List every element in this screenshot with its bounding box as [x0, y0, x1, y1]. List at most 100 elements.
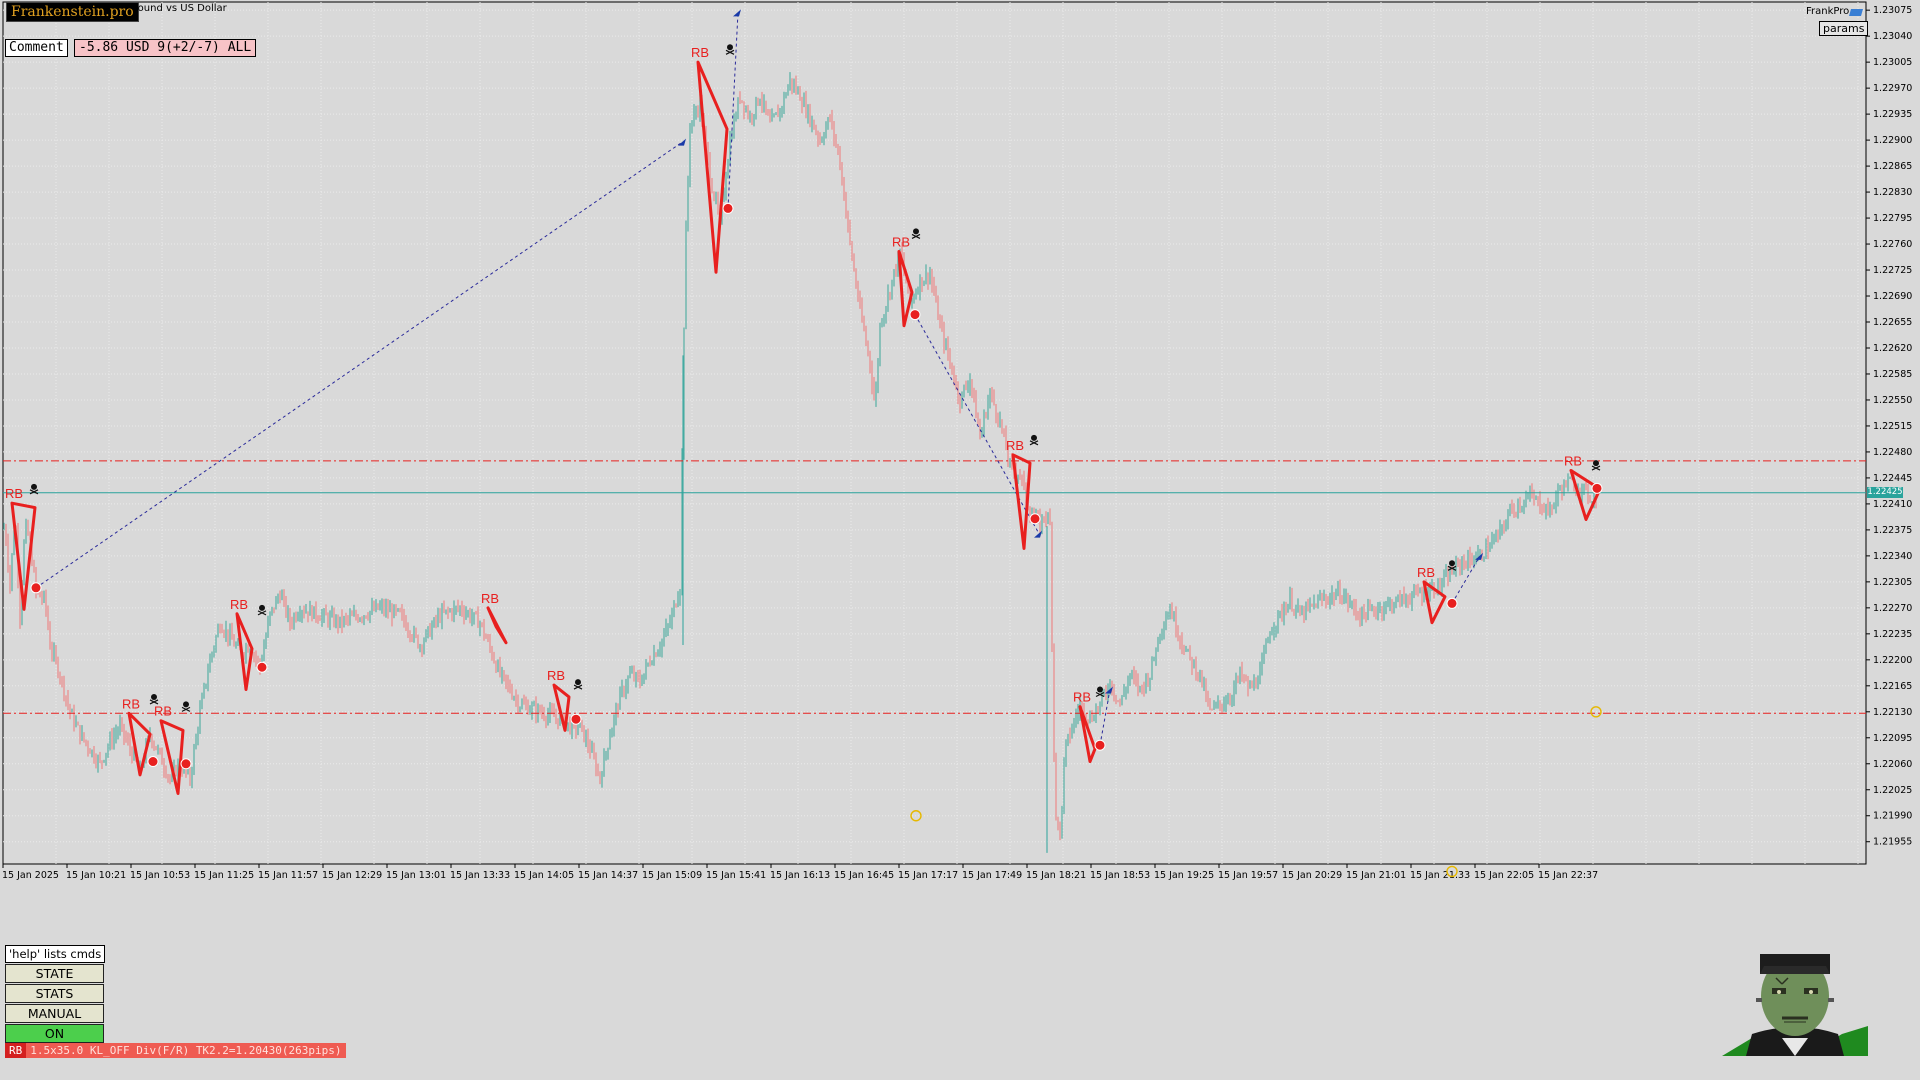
stats-button[interactable]: STATS: [5, 984, 104, 1003]
crossbones-icon: [1447, 565, 1457, 571]
x-tick-label: 15 Jan 2025: [2, 870, 59, 881]
rb-signal-label: RB: [230, 597, 248, 612]
entry-arrow-icon: [1034, 530, 1042, 538]
rb-signal-shape: [10, 501, 37, 611]
y-tick-label: 1.22970: [1873, 83, 1912, 94]
rb-signal-shape: [1011, 453, 1032, 550]
rb-signal-shape: [159, 719, 185, 795]
y-tick-label: 1.23075: [1873, 5, 1912, 16]
exit-marker-icon: [909, 309, 921, 321]
x-tick-label: 15 Jan 21:33: [1410, 870, 1470, 881]
help-hint: 'help' lists cmds: [5, 945, 106, 963]
y-tick-label: 1.22760: [1873, 239, 1912, 250]
y-tick-label: 1.22690: [1873, 291, 1912, 302]
exit-marker-icon: [180, 758, 192, 770]
skull-icon: [31, 483, 37, 490]
x-tick-label: 15 Jan 13:33: [450, 870, 510, 881]
rb-signal-shape: [1078, 705, 1097, 764]
params-button[interactable]: params: [1819, 21, 1869, 36]
y-tick-label: 1.22620: [1873, 343, 1912, 354]
skull-icon: [913, 228, 919, 235]
x-tick-label: 15 Jan 21:01: [1346, 870, 1406, 881]
rb-signal-label: RB: [1006, 438, 1024, 453]
x-tick-label: 15 Jan 16:45: [834, 870, 894, 881]
state-button[interactable]: STATE: [5, 964, 104, 983]
rb-signal-label: RB: [1417, 565, 1435, 580]
manual-button[interactable]: MANUAL: [5, 1004, 104, 1023]
x-tick-label: 15 Jan 17:17: [898, 870, 958, 881]
x-tick-label: 15 Jan 18:53: [1090, 870, 1150, 881]
crossbones-icon: [911, 233, 921, 239]
strategy-status-bar: RB 1.5x35.0 KL_OFF Div(F/R) TK2.2=1.2043…: [5, 1043, 346, 1058]
rb-signal-shape: [552, 683, 571, 732]
x-tick-label: 15 Jan 11:57: [258, 870, 318, 881]
exit-marker-icon: [570, 713, 582, 725]
crossbones-icon: [1591, 465, 1601, 471]
y-tick-label: 1.22270: [1873, 603, 1912, 614]
x-tick-label: 15 Jan 15:41: [706, 870, 766, 881]
x-tick-label: 15 Jan 13:01: [386, 870, 446, 881]
y-tick-label: 1.22830: [1873, 187, 1912, 198]
y-tick-label: 1.22165: [1873, 681, 1912, 692]
rb-signal-label: RB: [5, 486, 23, 501]
skull-icon: [151, 693, 157, 700]
x-tick-label: 15 Jan 16:13: [770, 870, 830, 881]
x-tick-label: 15 Jan 15:09: [642, 870, 702, 881]
exit-marker-icon: [256, 661, 268, 673]
y-tick-label: 1.22025: [1873, 785, 1912, 796]
y-tick-label: 1.22480: [1873, 447, 1912, 458]
trade-line: [727, 12, 739, 209]
y-tick-label: 1.22060: [1873, 759, 1912, 770]
skull-icon: [575, 679, 581, 686]
exit-marker-icon: [1591, 482, 1603, 494]
rb-signal-label: RB: [1073, 690, 1091, 705]
y-tick-label: 1.22585: [1873, 369, 1912, 380]
target-marker-icon: [1446, 865, 1458, 878]
rb-signal-shape: [1569, 468, 1602, 521]
y-tick-label: 1.22095: [1873, 733, 1912, 744]
x-tick-label: 15 Jan 17:49: [962, 870, 1022, 881]
rb-signal-shape: [696, 60, 729, 274]
x-tick-label: 15 Jan 20:29: [1282, 870, 1342, 881]
exit-marker-icon: [1094, 739, 1106, 751]
y-tick-label: 1.22375: [1873, 525, 1912, 536]
crossbones-icon: [725, 49, 735, 55]
crossbones-icon: [1029, 440, 1039, 446]
y-tick-label: 1.22725: [1873, 265, 1912, 276]
crossbones-icon: [257, 610, 267, 616]
brand-logo: Frankenstein.pro: [6, 2, 139, 22]
crossbones-icon: [573, 684, 583, 690]
plot-area: [2, 1, 1867, 865]
x-tick-label: 15 Jan 12:29: [322, 870, 382, 881]
exit-marker-icon: [147, 756, 159, 768]
target-marker-icon: [1590, 706, 1602, 718]
frankenstein-avatar-icon: [1722, 954, 1868, 1056]
y-tick-label: 1.22795: [1873, 213, 1912, 224]
crossbones-icon: [149, 699, 159, 705]
x-tick-label: 15 Jan 11:25: [194, 870, 254, 881]
exit-marker-icon: [1446, 597, 1458, 609]
rb-signal-shape: [235, 612, 254, 692]
y-tick-label: 1.22655: [1873, 317, 1912, 328]
y-tick-label: 1.22550: [1873, 395, 1912, 406]
entry-arrow-icon: [678, 138, 686, 146]
on-toggle-button[interactable]: ON: [5, 1024, 104, 1043]
y-tick-label: 1.22200: [1873, 655, 1912, 666]
y-tick-label: 1.22865: [1873, 161, 1912, 172]
crossbones-icon: [29, 489, 39, 495]
rb-signal-label: RB: [154, 704, 172, 719]
entry-arrow-icon: [1475, 552, 1483, 560]
status-tag: RB: [5, 1043, 27, 1058]
trade-line: [35, 141, 684, 589]
x-tick-label: 15 Jan 19:25: [1154, 870, 1214, 881]
y-tick-label: 1.22515: [1873, 421, 1912, 432]
exit-marker-icon: [722, 202, 734, 214]
skull-icon: [183, 701, 189, 708]
crossbones-icon: [181, 706, 191, 712]
rb-signal-shape: [897, 249, 914, 328]
y-tick-label: 1.21955: [1873, 837, 1912, 848]
y-tick-label: 1.22410: [1873, 499, 1912, 510]
target-marker-icon: [910, 810, 922, 822]
skull-icon: [1031, 434, 1037, 441]
